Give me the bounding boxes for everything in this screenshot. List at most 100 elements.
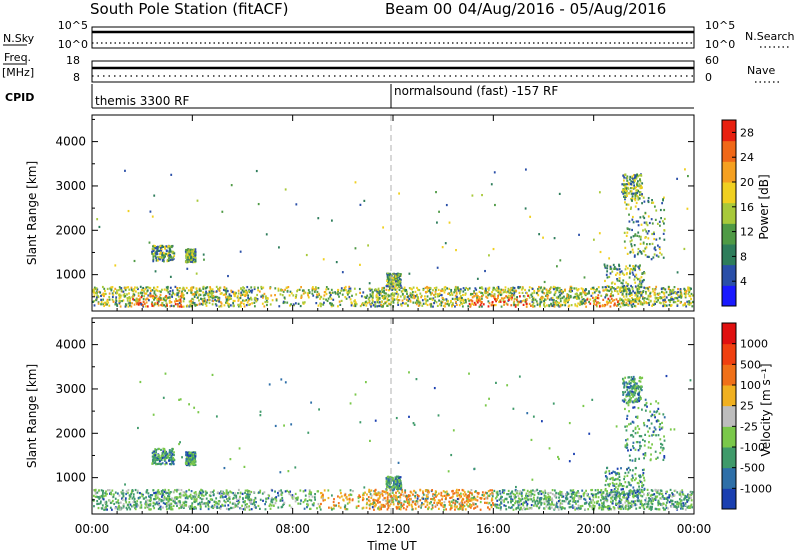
power-echo <box>643 302 646 305</box>
power-echo <box>628 213 630 216</box>
power-echo <box>625 192 628 195</box>
velocity-echo <box>595 495 597 498</box>
power-echo <box>168 293 171 296</box>
power-echo <box>654 288 656 291</box>
power-echo <box>200 297 202 300</box>
velocity-echo <box>198 490 201 493</box>
power-echo <box>374 301 376 304</box>
power-echo <box>667 285 670 289</box>
power-echo <box>647 200 650 204</box>
velocity-echo <box>455 490 458 493</box>
power-echo <box>472 303 475 306</box>
power-echo <box>626 179 629 182</box>
power-echo <box>597 294 600 297</box>
velocity-echo <box>594 489 597 492</box>
velocity-echo <box>520 507 522 511</box>
velocity-echo <box>555 502 558 505</box>
power-echo <box>442 289 445 292</box>
power-echo <box>444 302 447 305</box>
velocity-echo <box>433 499 436 502</box>
power-echo <box>462 290 465 293</box>
velocity-echo <box>167 489 170 492</box>
velocity-echo <box>328 506 330 509</box>
velocity-echo <box>383 497 386 500</box>
power-echo <box>388 287 391 290</box>
velocity-echo <box>217 503 220 506</box>
velocity-echo <box>134 500 136 504</box>
power-echo <box>637 251 640 254</box>
velocity-echo <box>657 489 659 492</box>
velocity-echo <box>134 488 137 492</box>
power-echo <box>338 295 340 298</box>
velocity-echo <box>410 503 413 506</box>
velocity-echo <box>628 492 631 495</box>
velocity-echo <box>98 497 101 500</box>
power-echo <box>646 232 649 235</box>
power-echo <box>607 285 610 288</box>
velocity-echo <box>461 508 464 511</box>
power-colorbar-tick-label-3: 16 <box>740 201 754 214</box>
power-echo <box>623 240 626 243</box>
power-echo <box>621 299 624 303</box>
power-echo <box>485 289 487 292</box>
power-echo <box>671 288 674 291</box>
power-echo <box>218 305 221 308</box>
power-echo <box>123 293 126 296</box>
power-echo <box>484 287 487 290</box>
power-echo <box>560 290 563 293</box>
power-echo <box>214 303 217 306</box>
power-echo <box>622 190 625 193</box>
power-echo <box>524 207 527 210</box>
power-echo <box>506 290 509 293</box>
velocity-echo <box>445 508 448 511</box>
power-echo <box>359 291 362 294</box>
velocity-echo <box>401 490 404 494</box>
power-echo <box>673 286 676 289</box>
velocity-echo <box>165 498 168 501</box>
velocity-echo <box>624 507 627 510</box>
power-echo <box>265 297 267 300</box>
power-echo <box>473 295 475 298</box>
velocity-echo <box>389 495 392 498</box>
power-echo <box>430 303 433 306</box>
power-echo <box>551 296 554 300</box>
power-echo <box>248 289 250 292</box>
velocity-echo <box>629 502 631 505</box>
velocity-echo <box>319 508 322 511</box>
power-echo <box>661 296 664 299</box>
power-echo <box>663 295 666 298</box>
power-echo <box>253 305 256 308</box>
power-echo <box>228 305 230 308</box>
power-echo <box>668 303 671 307</box>
power-echo <box>641 193 643 196</box>
power-echo <box>369 289 372 292</box>
power-echo <box>626 190 628 193</box>
power-echo <box>185 257 188 260</box>
power-echo <box>624 191 627 194</box>
power-echo <box>455 291 458 294</box>
velocity-echo <box>216 506 219 510</box>
velocity-echo <box>545 500 548 503</box>
power-echo <box>171 250 174 253</box>
power-echo <box>557 295 560 298</box>
velocity-echo <box>209 494 212 498</box>
power-echo <box>192 261 194 264</box>
power-echo <box>448 221 451 224</box>
power-echo <box>103 304 106 308</box>
power-echo <box>377 287 380 290</box>
power-echo <box>687 286 689 289</box>
power-echo <box>362 291 365 294</box>
power-echo <box>592 286 595 289</box>
velocity-echo <box>417 505 420 508</box>
power-echo <box>532 298 535 301</box>
power-echo <box>250 286 253 289</box>
velocity-echo <box>630 503 633 506</box>
power-echo <box>168 296 171 299</box>
power-echo <box>556 286 559 290</box>
power-echo <box>677 299 680 302</box>
power-echo <box>265 295 267 298</box>
power-echo <box>661 220 664 223</box>
power-echo <box>165 302 168 305</box>
power-echo <box>679 290 682 294</box>
velocity-echo <box>294 492 297 496</box>
